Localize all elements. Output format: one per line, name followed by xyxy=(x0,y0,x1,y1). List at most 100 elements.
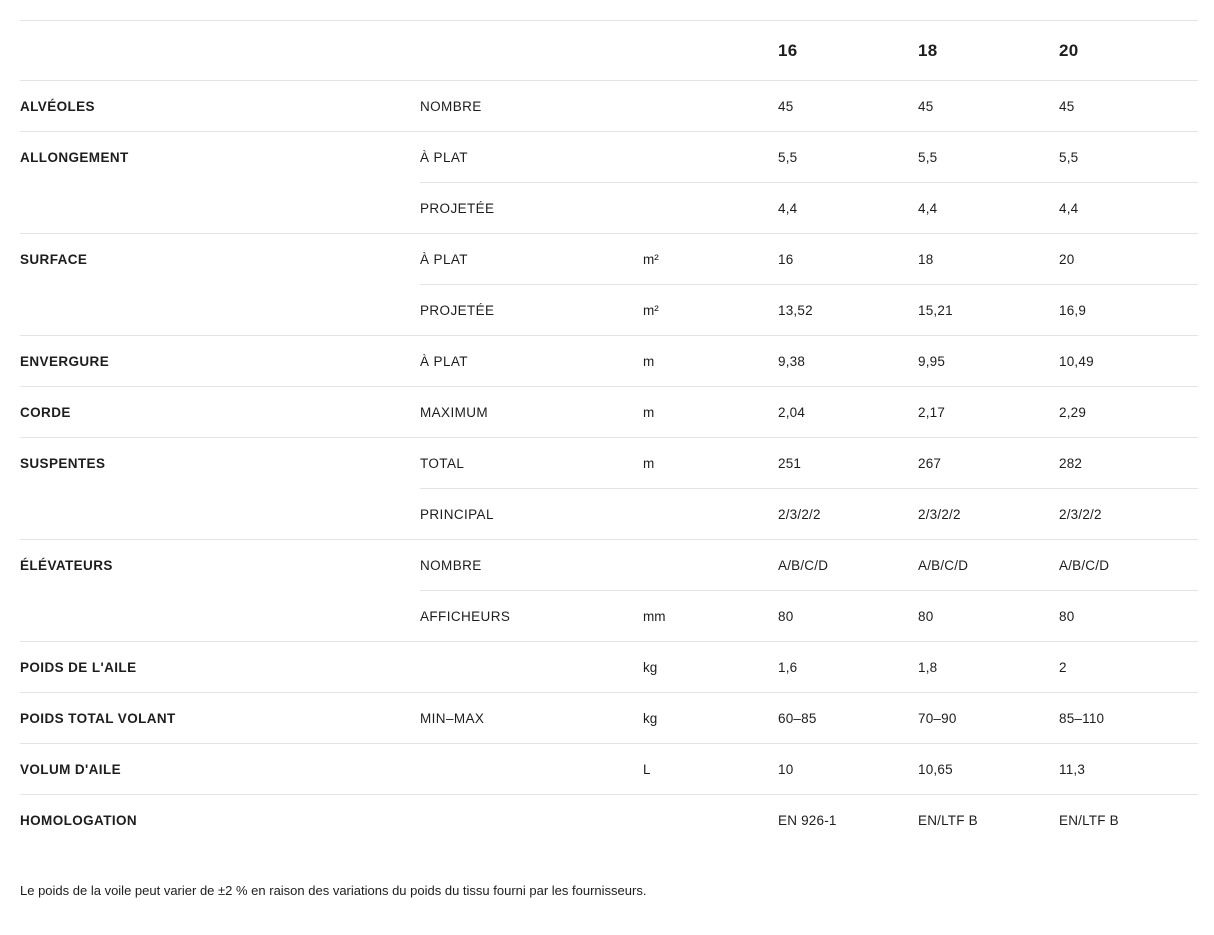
row-value-size-20: 20 xyxy=(1059,251,1075,267)
row-value-size-20: 4,4 xyxy=(1059,200,1079,216)
weight-variation-footnote: Le poids de la voile peut varier de ±2 %… xyxy=(20,883,647,898)
header-label-spacer xyxy=(20,21,420,80)
row-value-size-20: A/B/C/D xyxy=(1059,557,1110,573)
row-sublabel: MIN–MAX xyxy=(420,710,485,726)
row-value-size-20: 10,49 xyxy=(1059,353,1094,369)
spec-row: ALLONGEMENT À PLAT 5,5 5,5 5,5 xyxy=(20,131,1198,182)
row-unit: kg xyxy=(643,659,658,675)
row-value-size-16: 60–85 xyxy=(778,710,817,726)
row-label: HOMOLOGATION xyxy=(20,812,138,828)
row-label: VOLUM D'AILE xyxy=(20,761,122,777)
row-value-size-18: 15,21 xyxy=(918,302,953,318)
row-sublabel: PROJETÉE xyxy=(420,302,495,318)
row-value-size-18: 4,4 xyxy=(918,200,938,216)
spec-row: ENVERGURE À PLAT m 9,38 9,95 10,49 xyxy=(20,335,1198,386)
row-value-size-20: 2/3/2/2 xyxy=(1059,506,1102,522)
row-value-size-18: 2,17 xyxy=(918,404,946,420)
spec-row: PROJETÉE 4,4 4,4 4,4 xyxy=(20,182,1198,233)
row-label: POIDS DE L'AILE xyxy=(20,659,137,675)
row-sublabel: AFFICHEURS xyxy=(420,608,511,624)
spec-row: SUSPENTES TOTAL m 251 267 282 xyxy=(20,437,1198,488)
row-value-size-18: 70–90 xyxy=(918,710,957,726)
row-sublabel: NOMBRE xyxy=(420,98,482,114)
row-value-size-18: A/B/C/D xyxy=(918,557,969,573)
row-label: ÉLÉVATEURS xyxy=(20,557,113,573)
row-value-size-18: 9,95 xyxy=(918,353,946,369)
spec-row: CORDE MAXIMUM m 2,04 2,17 2,29 xyxy=(20,386,1198,437)
row-value-size-16: 2/3/2/2 xyxy=(778,506,821,522)
spec-row: ÉLÉVATEURS NOMBRE A/B/C/D A/B/C/D A/B/C/D xyxy=(20,539,1198,590)
row-value-size-16: 16 xyxy=(778,251,794,267)
row-label: CORDE xyxy=(20,404,71,420)
row-label: ALLONGEMENT xyxy=(20,149,129,165)
row-value-size-16: 80 xyxy=(778,608,794,624)
row-value-size-16: 13,52 xyxy=(778,302,813,318)
row-value-size-18: 5,5 xyxy=(918,149,938,165)
spec-row: PROJETÉE m² 13,52 15,21 16,9 xyxy=(20,284,1198,335)
row-value-size-18: 18 xyxy=(918,251,934,267)
row-label: SURFACE xyxy=(20,251,88,267)
spec-row: POIDS TOTAL VOLANT MIN–MAX kg 60–85 70–90 85–… xyxy=(20,692,1198,743)
spec-row: POIDS DE L'AILE kg 1,6 1,8 2 xyxy=(20,641,1198,692)
row-value-size-16: 251 xyxy=(778,455,802,471)
row-unit: m xyxy=(643,404,655,420)
row-value-size-20: 45 xyxy=(1059,98,1075,114)
row-value-size-18: 1,8 xyxy=(918,659,938,675)
row-value-size-20: 2 xyxy=(1059,659,1067,675)
row-unit: m xyxy=(643,353,655,369)
size-header-18: 18 xyxy=(918,40,938,60)
size-header-16: 16 xyxy=(778,40,798,60)
row-sublabel: PRINCIPAL xyxy=(420,506,494,522)
row-label: SUSPENTES xyxy=(20,455,106,471)
spec-row: AFFICHEURS mm 80 80 80 xyxy=(20,590,1198,641)
row-sublabel: MAXIMUM xyxy=(420,404,489,420)
row-sublabel: TOTAL xyxy=(420,455,465,471)
row-label: POIDS TOTAL VOLANT xyxy=(20,710,176,726)
row-label xyxy=(20,590,420,641)
row-value-size-20: EN/LTF B xyxy=(1059,812,1119,828)
spec-row: PRINCIPAL 2/3/2/2 2/3/2/2 2/3/2/2 xyxy=(20,488,1198,539)
row-sublabel: À PLAT xyxy=(420,251,468,267)
row-value-size-16: 45 xyxy=(778,98,794,114)
row-value-size-20: 80 xyxy=(1059,608,1075,624)
row-label: ALVÉOLES xyxy=(20,98,95,114)
spec-row: SURFACE À PLAT m² 16 18 20 xyxy=(20,233,1198,284)
row-value-size-16: 5,5 xyxy=(778,149,798,165)
row-value-size-20: 11,3 xyxy=(1059,761,1086,777)
spec-table: 16 18 20 ALVÉOLES NOMBRE 45 45 45 ALLONGEMENT… xyxy=(20,20,1198,898)
row-value-size-16: EN 926-1 xyxy=(778,812,837,828)
row-value-size-16: 9,38 xyxy=(778,353,806,369)
spec-row: HOMOLOGATION EN 926-1 EN/LTF B EN/LTF B xyxy=(20,794,1198,845)
row-value-size-20: 282 xyxy=(1059,455,1083,471)
row-value-size-18: 10,65 xyxy=(918,761,953,777)
row-value-size-16: 4,4 xyxy=(778,200,798,216)
size-header-row: 16 18 20 xyxy=(20,20,1198,80)
row-label xyxy=(20,284,420,335)
row-unit: m² xyxy=(643,302,659,318)
row-value-size-18: 267 xyxy=(918,455,942,471)
row-value-size-18: 2/3/2/2 xyxy=(918,506,961,522)
row-value-size-16: A/B/C/D xyxy=(778,557,829,573)
row-unit: mm xyxy=(643,608,666,624)
row-value-size-16: 2,04 xyxy=(778,404,806,420)
row-value-size-16: 10 xyxy=(778,761,794,777)
spec-table-body: ALVÉOLES NOMBRE 45 45 45 ALLONGEMENT À PLAT 5,5… xyxy=(20,80,1198,845)
row-value-size-20: 16,9 xyxy=(1059,302,1087,318)
row-unit: m xyxy=(643,455,655,471)
spec-row: ALVÉOLES NOMBRE 45 45 45 xyxy=(20,80,1198,131)
row-value-size-18: 45 xyxy=(918,98,934,114)
spec-row: VOLUM D'AILE L 10 10,65 11,3 xyxy=(20,743,1198,794)
size-header-20: 20 xyxy=(1059,40,1079,60)
row-sublabel: PROJETÉE xyxy=(420,200,495,216)
row-unit: m² xyxy=(643,251,659,267)
row-label: ENVERGURE xyxy=(20,353,110,369)
row-label xyxy=(20,182,420,233)
row-value-size-18: 80 xyxy=(918,608,934,624)
row-unit: kg xyxy=(643,710,658,726)
row-sublabel: NOMBRE xyxy=(420,557,482,573)
row-value-size-20: 5,5 xyxy=(1059,149,1079,165)
row-value-size-18: EN/LTF B xyxy=(918,812,978,828)
row-value-size-16: 1,6 xyxy=(778,659,798,675)
row-unit: L xyxy=(643,761,651,777)
row-sublabel: À PLAT xyxy=(420,353,468,369)
